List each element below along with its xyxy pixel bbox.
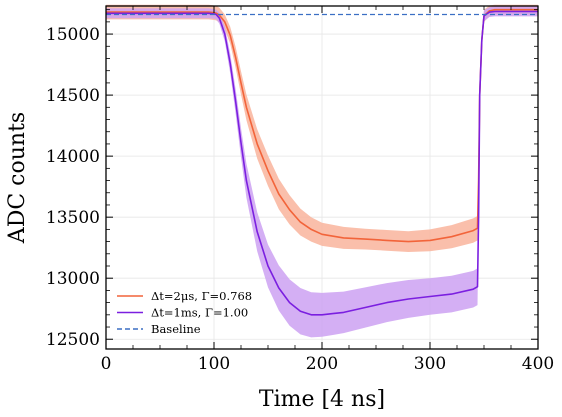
x-tick-label: 200 bbox=[306, 354, 338, 374]
series-lines bbox=[106, 8, 538, 316]
legend-label: Baseline bbox=[151, 322, 201, 336]
x-axis-label: Time [4 ns] bbox=[259, 387, 385, 412]
y-tick-label: 14500 bbox=[46, 86, 100, 106]
y-tick-label: 12500 bbox=[46, 330, 100, 350]
x-tick-label: 400 bbox=[522, 354, 554, 374]
ticks: 0 100 200 300 400 12500 13000 13500 14000 14500 15… bbox=[46, 6, 554, 374]
x-tick-label: 300 bbox=[414, 354, 446, 374]
x-tick-label: 100 bbox=[198, 354, 230, 374]
y-tick-label: 15000 bbox=[46, 25, 100, 45]
legend-label: Δt=2μs, Γ=0.768 bbox=[151, 289, 252, 303]
legend: Δt=2μs, Γ=0.768 Δt=1ms, Γ=1.00 Baseline bbox=[117, 289, 252, 336]
x-tick-label: 0 bbox=[101, 354, 112, 374]
y-tick-label: 14000 bbox=[46, 147, 100, 167]
y-tick-label: 13000 bbox=[46, 269, 100, 289]
y-tick-label: 13500 bbox=[46, 208, 100, 228]
y-axis-label: ADC counts bbox=[5, 112, 30, 244]
legend-label: Δt=1ms, Γ=1.00 bbox=[151, 306, 248, 320]
series-line bbox=[106, 10, 538, 316]
